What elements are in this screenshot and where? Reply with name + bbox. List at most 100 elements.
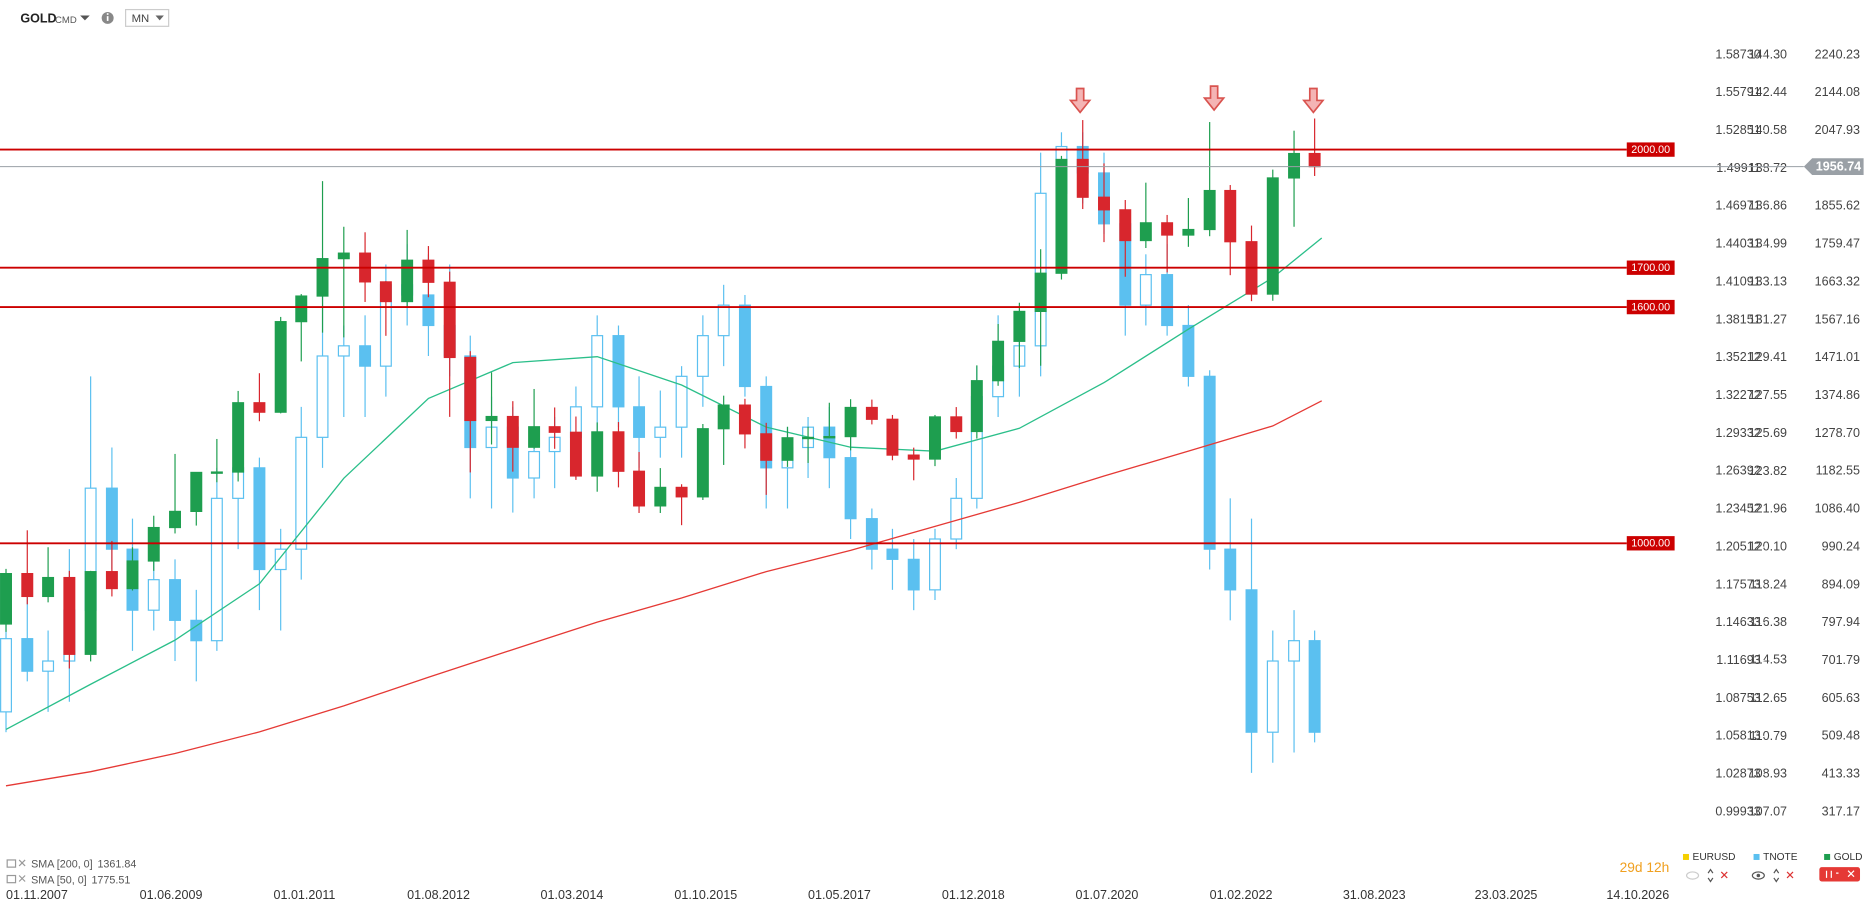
y-tick-label: 0.99933: [1715, 804, 1760, 818]
candle-body: [717, 404, 730, 430]
timeframe-select[interactable]: [124, 8, 170, 27]
candle-body: [379, 281, 392, 303]
indicator-name: SMA [200, 0]: [31, 859, 93, 871]
y-tick-label: 413.33: [1822, 767, 1860, 781]
candle-body: [295, 436, 308, 550]
y-tick-label: 1471.01: [1815, 350, 1860, 364]
y-tick-label: 134.99: [1749, 237, 1787, 251]
remove-icon[interactable]: [1847, 870, 1855, 878]
y-tick-label: 1374.86: [1815, 388, 1860, 402]
y-tick-label: 114.53: [1750, 653, 1787, 667]
visibility-toggle[interactable]: [1751, 871, 1765, 880]
y-tick-label: 108.93: [1749, 767, 1787, 781]
candle-body: [1224, 548, 1237, 591]
y-tick-label: 894.09: [1822, 577, 1860, 591]
y-tick-label: 1.58730: [1715, 47, 1760, 61]
y-tick-label: 1.29332: [1715, 426, 1760, 440]
countdown: 29d 12h: [1620, 860, 1670, 875]
sma-line: [5, 400, 1323, 787]
y-tick-label: 125.69: [1749, 426, 1787, 440]
candle-body: [1055, 158, 1068, 274]
candle-body: [274, 321, 287, 413]
top-markers: [1068, 85, 1325, 114]
x-tick-label: 01.05.2017: [808, 888, 871, 902]
candle-body: [528, 450, 541, 479]
candle-body: [295, 295, 308, 323]
candle-body: [738, 404, 751, 435]
level-label-box: [1626, 299, 1675, 315]
arrow-marker: [1302, 87, 1325, 114]
candle-body: [443, 281, 456, 359]
x-tick-label: 01.06.2009: [140, 888, 203, 902]
y-tick-label: 1663.32: [1815, 274, 1860, 288]
y-tick-label: 1086.40: [1815, 502, 1860, 516]
plot-area: [0, 118, 1323, 787]
candle-body: [401, 259, 414, 303]
candle-body: [865, 406, 878, 420]
legend-swatch: [1824, 853, 1831, 860]
candle-body: [210, 497, 223, 642]
candle-body: [126, 560, 139, 590]
candle-body: [169, 510, 182, 529]
candle-body: [844, 406, 857, 438]
y-tick-label: 1.26392: [1715, 464, 1760, 478]
candle-body: [1224, 189, 1237, 243]
y-tick-label: 140.58: [1749, 123, 1787, 137]
y-tick-label: 1.17573: [1715, 577, 1760, 591]
candle-body: [802, 436, 815, 440]
y-tick-label: 144.30: [1749, 47, 1787, 61]
remove-icon[interactable]: [1786, 871, 1794, 879]
y-tick-label: 1.23452: [1715, 502, 1760, 516]
indicator-settings-icon[interactable]: [6, 874, 17, 884]
y-tick-label: 1.41091: [1715, 274, 1760, 288]
candle-body: [464, 356, 477, 422]
level-label: 1000.00: [1631, 538, 1670, 550]
y-tick-label: 1.46971: [1715, 199, 1760, 213]
y-tick-label: 1.11693: [1716, 653, 1760, 667]
candle-body: [591, 431, 604, 477]
legend-swatch: [1682, 853, 1689, 860]
x-tick-label: 01.03.2014: [541, 888, 604, 902]
y-tick-label: 107.07: [1749, 804, 1787, 818]
symbol[interactable]: GOLD: [20, 11, 56, 25]
timeframe-caret: [155, 15, 164, 21]
y-tick-label: 112.65: [1750, 691, 1787, 705]
y-tick-label: 1.52851: [1715, 123, 1760, 137]
indicator-remove-icon[interactable]: [18, 875, 26, 882]
y-tick-label: 1.32272: [1715, 388, 1760, 402]
y-tick-label: 129.41: [1749, 350, 1787, 364]
candle-body: [1308, 152, 1321, 168]
y-tick-label: 797.94: [1822, 615, 1860, 629]
candle-body: [1245, 589, 1258, 733]
y-tick-label: 2144.08: [1815, 85, 1860, 99]
candle-body: [422, 294, 435, 327]
candle-body: [147, 526, 160, 562]
level-label-box: [1626, 260, 1675, 275]
candle-body: [105, 487, 118, 550]
timeframe: MN: [132, 13, 150, 25]
candle-body: [950, 416, 963, 433]
candle-body: [591, 335, 604, 408]
legend-label: TNOTE: [1763, 852, 1798, 863]
active-instrument-box[interactable]: [1819, 867, 1861, 882]
visibility-toggle[interactable]: [1685, 871, 1700, 880]
y-tick-label: 116.38: [1750, 615, 1787, 629]
y-tick-label: 1.44031: [1715, 237, 1760, 251]
candle-body: [992, 340, 1005, 382]
candle-body: [1161, 274, 1174, 327]
indicator-remove-icon[interactable]: [18, 859, 26, 867]
visibility-pupil: [1756, 873, 1761, 878]
symbol-dropdown[interactable]: [80, 15, 90, 21]
indicator-settings-icon[interactable]: [6, 859, 17, 868]
candle-body: [210, 471, 223, 474]
y-tick-label: 1182.55: [1816, 464, 1860, 478]
candle-body: [1076, 158, 1089, 198]
level-label-box: [1626, 142, 1675, 157]
candle-body: [337, 252, 350, 260]
reorder-icon[interactable]: [1707, 868, 1714, 883]
reorder-icon[interactable]: [1773, 868, 1780, 883]
y-tick-label: 1.38151: [1715, 312, 1760, 326]
candle-body: [1139, 222, 1152, 242]
remove-icon[interactable]: [1720, 871, 1728, 879]
